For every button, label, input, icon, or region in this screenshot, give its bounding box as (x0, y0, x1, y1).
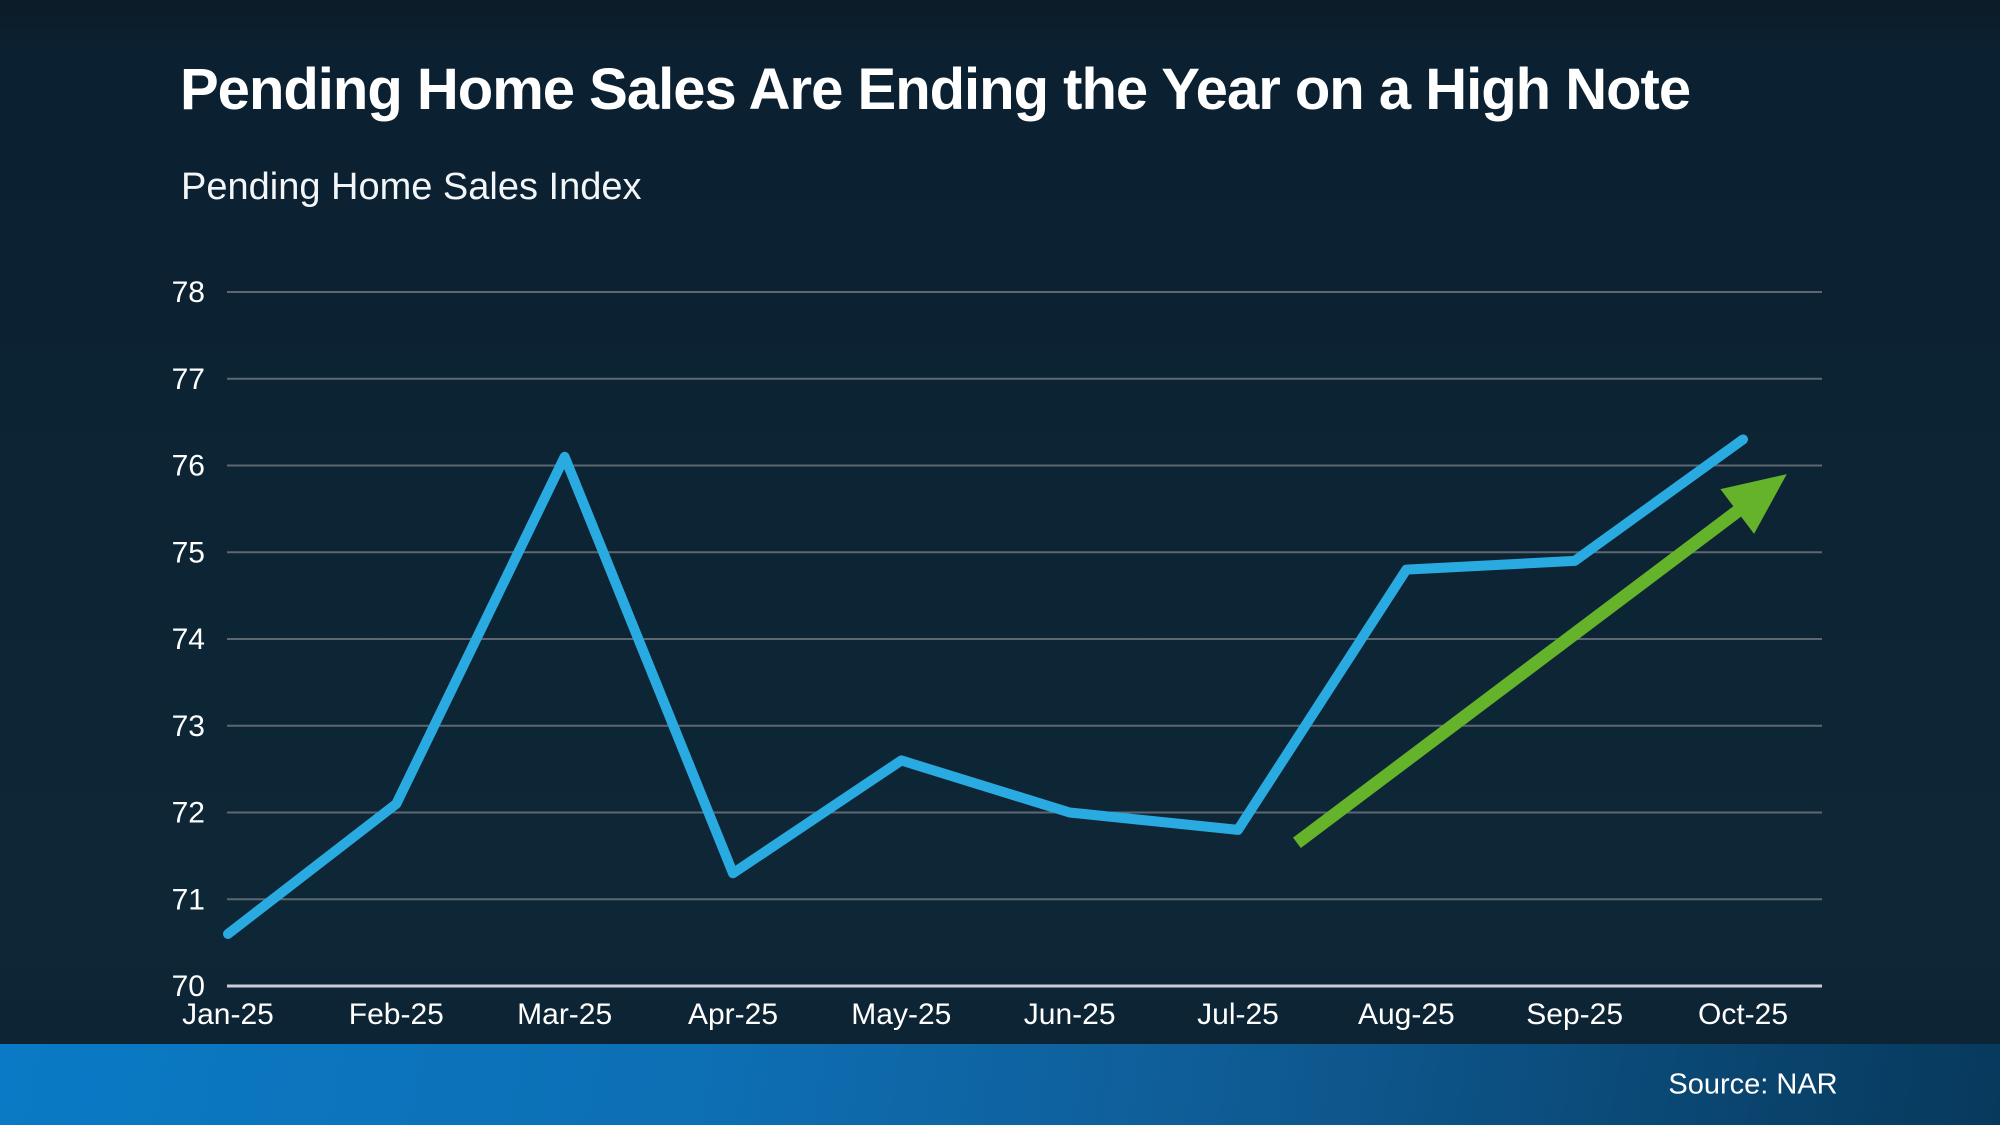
x-axis-tick-label: Apr-25 (688, 998, 778, 1031)
trend-arrow-head (1720, 474, 1787, 534)
x-axis-tick-label: Oct-25 (1698, 998, 1788, 1031)
y-axis-tick-label: 78 (172, 276, 205, 309)
x-axis-tick-label: Sep-25 (1526, 998, 1623, 1031)
y-axis-tick-label: 77 (172, 363, 205, 396)
x-axis-tick-label: Jul-25 (1197, 998, 1279, 1031)
trend-arrow-shaft (1293, 502, 1746, 849)
x-axis-tick-label: Aug-25 (1358, 998, 1455, 1031)
footer-band: Source: NAR (0, 1044, 2000, 1125)
y-axis-tick-label: 72 (172, 797, 205, 830)
x-axis-tick-label: Mar-25 (517, 998, 612, 1031)
y-axis-tick-label: 70 (172, 970, 205, 1003)
x-axis-tick-label: Feb-25 (349, 998, 444, 1031)
page-title: Pending Home Sales Are Ending the Year o… (180, 57, 1691, 122)
y-axis-tick-label: 74 (172, 623, 205, 656)
sales-index-line (223, 434, 1748, 939)
chart-subtitle: Pending Home Sales Index (181, 166, 642, 208)
x-axis-tick-label: Jan-25 (182, 998, 274, 1031)
y-axis-tick-label: 71 (172, 883, 205, 916)
y-axis-tick-label: 76 (172, 450, 205, 483)
source-label: Source: NAR (1668, 1068, 1838, 1100)
x-axis-tick-label: Jun-25 (1024, 998, 1116, 1031)
x-axis-tick-label: May-25 (851, 998, 951, 1031)
y-axis-tick-label: 73 (172, 710, 205, 743)
y-axis-tick-label: 75 (172, 536, 205, 569)
